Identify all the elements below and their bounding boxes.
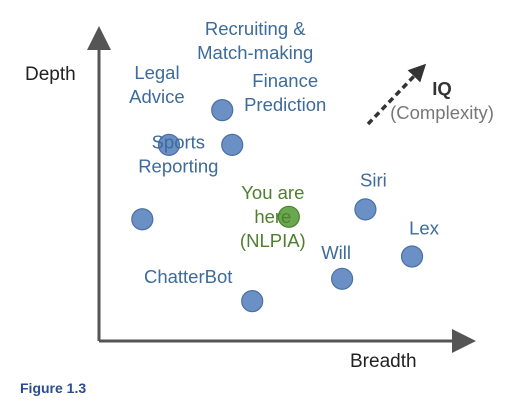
x-axis-title: Breadth — [350, 351, 417, 372]
data-point — [354, 198, 377, 221]
data-point — [211, 99, 234, 122]
data-label: Siri — [360, 169, 387, 190]
data-label: ChatterBot — [144, 266, 232, 287]
iq-sublabel: (Complexity) — [390, 102, 494, 123]
data-points — [131, 99, 424, 313]
data-label: Will — [321, 242, 351, 263]
data-label: Recruiting & Match-making — [197, 18, 313, 63]
data-label: Legal Advice — [129, 62, 185, 107]
data-point — [131, 208, 154, 231]
data-point — [277, 205, 300, 228]
data-label: You are here (NLPIA) — [240, 182, 306, 251]
data-point — [400, 245, 424, 268]
data-labels: Recruiting & Match-making Legal Advice Finan… — [129, 18, 440, 287]
data-point — [331, 267, 354, 290]
iq-arrow — [366, 63, 427, 126]
data-label: Sports Reporting — [138, 131, 218, 176]
data-point — [157, 133, 181, 156]
data-point — [221, 133, 244, 156]
y-axis-title: Depth — [25, 64, 76, 85]
iq-label: IQ — [432, 78, 452, 99]
data-label: Lex — [409, 217, 440, 238]
figure-caption: Figure 1.3 — [20, 380, 86, 396]
data-point — [241, 290, 264, 313]
data-label: Finance Prediction — [244, 70, 326, 115]
